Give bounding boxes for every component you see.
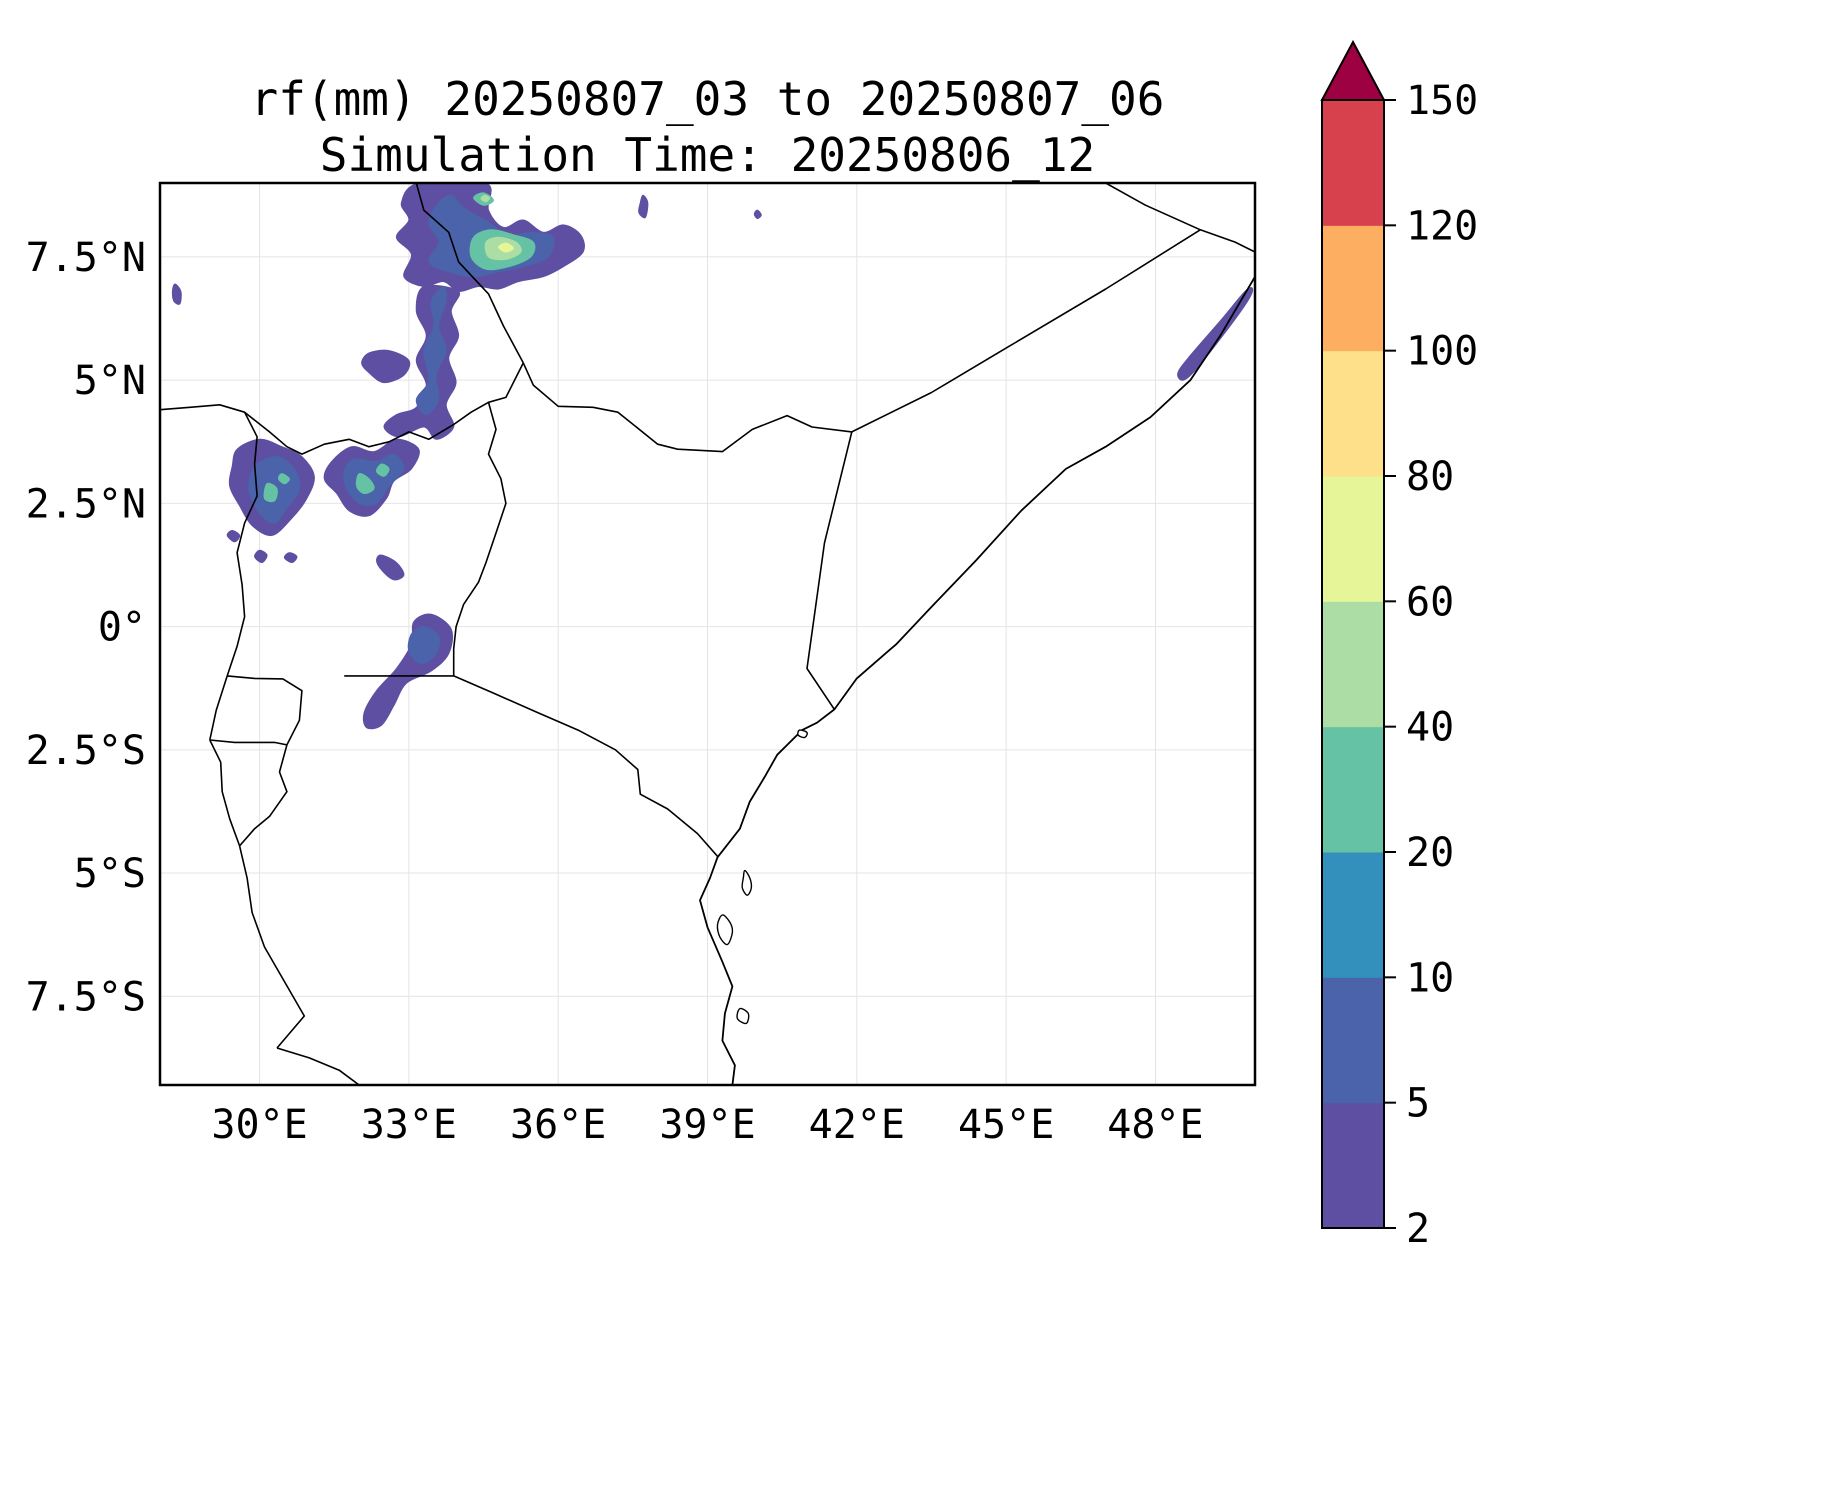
country-border bbox=[238, 744, 288, 847]
coastal-islands bbox=[716, 729, 808, 1025]
island-outline bbox=[797, 729, 808, 739]
country-border bbox=[806, 431, 853, 710]
colorbar-tick-label: 100 bbox=[1406, 329, 1478, 375]
colorbar-segment bbox=[1322, 476, 1384, 602]
y-tick-label: 2.5°S bbox=[26, 728, 146, 774]
rain-cell-2-5mm bbox=[361, 349, 411, 384]
x-tick-label: 33°E bbox=[361, 1102, 457, 1148]
y-tick-label: 7.5°S bbox=[26, 974, 146, 1020]
axis-tick-labels: 30°E 33°E 36°E 39°E 42°E 45°E 48°E 7.5°N 5°N 2.5°… bbox=[26, 235, 1204, 1148]
country-borders bbox=[160, 183, 1255, 1085]
rain-cell-5-10mm bbox=[415, 286, 447, 416]
x-tick-label: 39°E bbox=[659, 1102, 755, 1148]
rain-cell-40-60mm bbox=[480, 194, 490, 203]
x-tick-label: 45°E bbox=[958, 1102, 1054, 1148]
country-border bbox=[453, 675, 720, 858]
rain-cell-2-5mm bbox=[638, 194, 649, 219]
country-border bbox=[276, 1047, 360, 1085]
country-border bbox=[160, 362, 525, 455]
colorbar-tick-label: 40 bbox=[1406, 705, 1454, 751]
island-outline bbox=[716, 914, 734, 946]
country-border bbox=[209, 739, 241, 847]
country-border bbox=[209, 675, 228, 741]
colorbar-segment bbox=[1322, 726, 1384, 853]
rain-cell-20-40mm bbox=[375, 463, 390, 477]
x-tick-label: 30°E bbox=[211, 1102, 307, 1148]
y-tick-label: 0° bbox=[98, 605, 146, 651]
colorbar-segment bbox=[1322, 100, 1384, 226]
country-border bbox=[415, 183, 525, 364]
rain-cell-5-10mm bbox=[343, 453, 405, 506]
plot-subtitle: Simulation Time: 20250806_12 bbox=[319, 128, 1096, 182]
island-outline bbox=[736, 1007, 750, 1025]
rain-cell-20-40mm bbox=[355, 473, 375, 495]
colorbar-extend-arrow bbox=[1320, 39, 1386, 101]
y-tick-label: 7.5°N bbox=[26, 235, 146, 281]
country-border bbox=[851, 229, 1201, 433]
country-border bbox=[452, 402, 507, 676]
colorbar-tick-label: 5 bbox=[1406, 1081, 1430, 1127]
rain-cell-2-5mm bbox=[376, 554, 405, 581]
colorbar-tick-label: 120 bbox=[1406, 203, 1478, 249]
y-tick-label: 5°N bbox=[74, 358, 146, 404]
x-tick-label: 42°E bbox=[809, 1102, 905, 1148]
rainfall-field bbox=[171, 183, 1254, 730]
country-border bbox=[522, 362, 852, 453]
plot-frame bbox=[158, 181, 1257, 1087]
rain-cell-2-5mm bbox=[383, 284, 461, 440]
rain-cell-2-5mm bbox=[171, 283, 182, 305]
country-border bbox=[238, 845, 306, 1049]
colorbar-segment bbox=[1322, 225, 1384, 352]
country-border bbox=[227, 675, 303, 746]
rain-cell-2-5mm bbox=[362, 613, 454, 730]
colorbar-segment bbox=[1322, 852, 1384, 978]
x-tick-label: 48°E bbox=[1107, 1102, 1203, 1148]
y-tick-label: 5°S bbox=[74, 851, 146, 897]
rain-cell-2-5mm bbox=[753, 209, 762, 219]
colorbar-tick-label: 10 bbox=[1406, 955, 1454, 1001]
colorbar-tick-label: 60 bbox=[1406, 579, 1454, 625]
plot-title: rf(mm) 20250807_03 to 20250807_06 bbox=[250, 72, 1165, 126]
rain-cell-20-40mm bbox=[263, 482, 278, 503]
x-tick-label: 36°E bbox=[510, 1102, 606, 1148]
rain-cell-2-5mm bbox=[226, 530, 241, 543]
rain-cell-20-40mm bbox=[277, 473, 290, 485]
rain-cell-60-80mm bbox=[498, 242, 514, 253]
colorbar-tick-label: 150 bbox=[1406, 78, 1478, 124]
colorbar-tick-label: 2 bbox=[1406, 1206, 1430, 1252]
rain-cell-2-5mm bbox=[254, 549, 268, 563]
colorbar-segment bbox=[1322, 350, 1384, 477]
colorbar-segment bbox=[1322, 1102, 1384, 1229]
colorbar-tick-label: 20 bbox=[1406, 830, 1454, 876]
y-tick-label: 2.5°N bbox=[26, 481, 146, 527]
country-border bbox=[209, 739, 288, 746]
coastline bbox=[699, 276, 1255, 1085]
country-border bbox=[226, 411, 258, 677]
rain-cell-5-10mm bbox=[407, 626, 441, 665]
colorbar: 2 5 10 20 40 60 80 100 120 150 bbox=[1320, 39, 1478, 1252]
island-outline bbox=[741, 869, 753, 896]
gridlines bbox=[160, 183, 1255, 1085]
colorbar-tick-label: 80 bbox=[1406, 454, 1454, 500]
colorbar-segment bbox=[1322, 977, 1384, 1104]
colorbar-segment bbox=[1322, 601, 1384, 728]
rain-cell-2-5mm bbox=[283, 552, 298, 563]
